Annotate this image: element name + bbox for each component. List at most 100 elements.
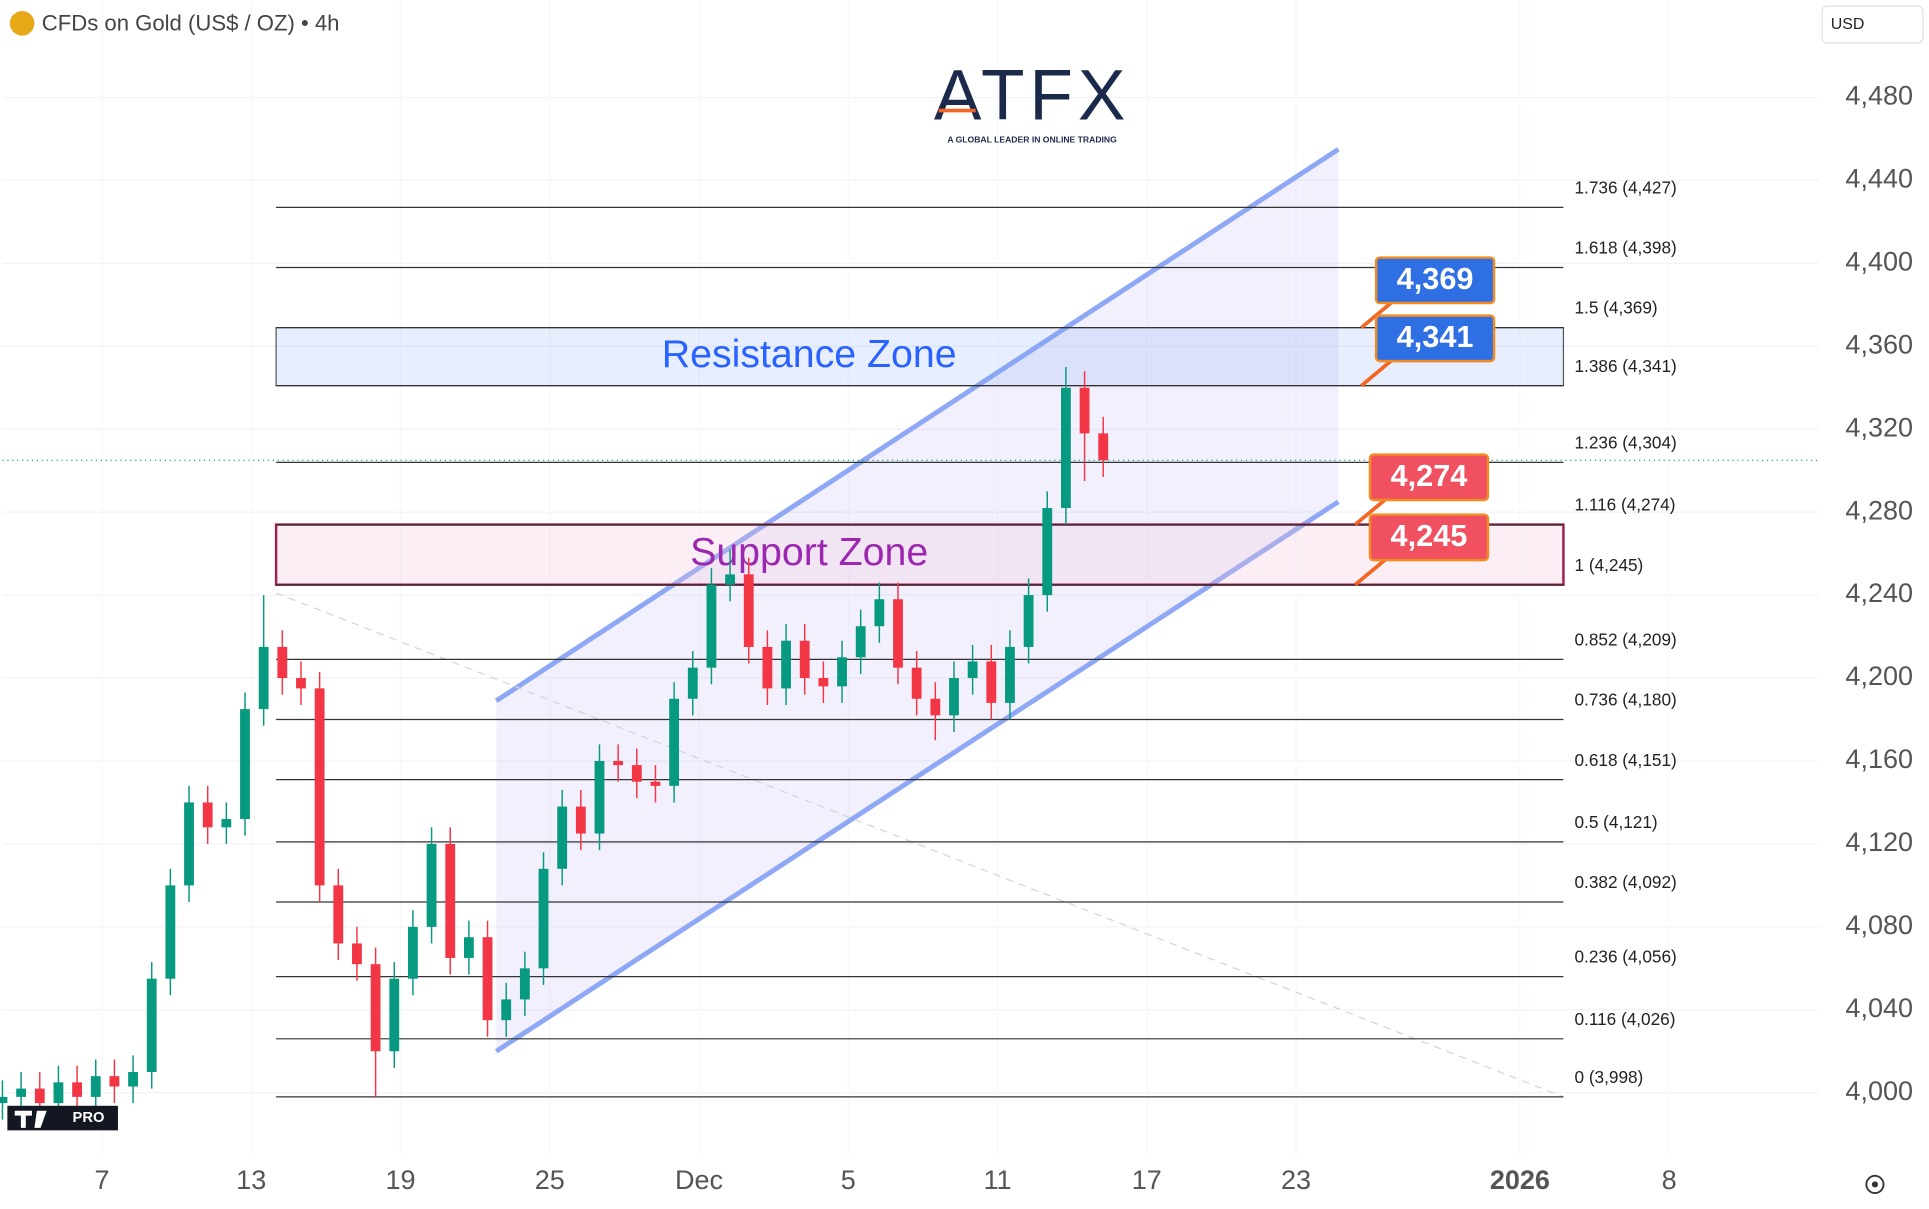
fib-label: 0.236 (4,056) <box>1574 947 1676 967</box>
fib-label: 1.618 (4,398) <box>1574 238 1676 258</box>
price-tag-label: 4,369 <box>1397 261 1474 296</box>
candle-body <box>352 943 362 965</box>
price-tag-label: 4,274 <box>1391 458 1468 493</box>
candle-body <box>370 964 381 1052</box>
candle-body <box>613 760 624 766</box>
candle-body <box>1005 646 1015 703</box>
y-tick-label: 4,280 <box>1845 495 1913 525</box>
candle-body <box>949 678 959 716</box>
candle-body <box>594 760 605 834</box>
candle-body <box>408 926 418 979</box>
fib-label: 1.236 (4,304) <box>1574 433 1676 453</box>
zone <box>274 523 1565 586</box>
price-tag <box>1374 256 1496 305</box>
y-tick-label: 4,480 <box>1845 81 1913 111</box>
settings-icon-center <box>1871 1181 1879 1188</box>
candle-body <box>445 843 456 958</box>
plot: Resistance Zone Support Zone 1.736 (4,427)… <box>0 147 1819 1120</box>
price-tag <box>1368 513 1490 562</box>
logo: ATFX <box>934 56 1130 136</box>
x-tick-label: 25 <box>535 1165 565 1195</box>
candle-body <box>575 806 586 834</box>
symbol-title: CFDs on Gold (US$ / OZ) • 4h <box>42 10 340 35</box>
channel-fill <box>496 149 1339 1052</box>
price-tag <box>1374 314 1496 363</box>
x-tick-label: 11 <box>983 1165 1011 1195</box>
candle-body <box>426 843 437 927</box>
candle-body <box>519 968 530 1000</box>
y-tick-label: 4,240 <box>1845 578 1913 608</box>
fib-label: 1.116 (4,274) <box>1574 495 1675 515</box>
candle-body <box>725 574 736 585</box>
candle-body <box>333 885 344 944</box>
candle-body <box>184 802 194 886</box>
x-tick-label: 7 <box>94 1165 109 1195</box>
fib-label: 1.5 (4,369) <box>1574 298 1657 318</box>
candle-body <box>128 1071 138 1087</box>
x-tick-label: Dec <box>675 1165 723 1195</box>
candle-body <box>1061 387 1071 509</box>
candle-body <box>893 599 903 668</box>
symbol-icon <box>9 11 35 36</box>
fib-label: 1.386 (4,341) <box>1574 356 1676 376</box>
y-tick-label: 4,080 <box>1845 910 1913 940</box>
channel-upper <box>494 147 1340 703</box>
x-tick-label: 2026 <box>1490 1165 1550 1195</box>
fib-label: 1 (4,245) <box>1574 555 1643 575</box>
y-tick-label: 4,440 <box>1845 164 1913 194</box>
candle-body <box>986 661 997 703</box>
candle-body <box>781 640 791 689</box>
x-tick-label: 19 <box>385 1165 415 1195</box>
candle-body <box>16 1088 27 1097</box>
tag-pointer <box>1360 359 1393 388</box>
candle-body <box>240 709 250 820</box>
x-tick-label: 17 <box>1132 1165 1162 1195</box>
fib-label: 0.852 (4,209) <box>1574 629 1676 649</box>
settings-icon[interactable] <box>1865 1174 1885 1194</box>
zone-label: Resistance Zone <box>662 332 957 376</box>
fib-label: 0.382 (4,092) <box>1574 872 1676 892</box>
candle-body <box>482 937 493 1021</box>
candle-body <box>967 661 978 679</box>
candle-body <box>501 999 512 1021</box>
candle-body <box>258 646 269 710</box>
price-tag-label: 4,245 <box>1391 518 1468 553</box>
fib-label: 0.736 (4,180) <box>1574 690 1676 710</box>
candle-body <box>706 584 717 668</box>
candle-body <box>1042 508 1053 596</box>
x-tick-label: 13 <box>236 1165 266 1195</box>
currency-button[interactable] <box>1821 5 1924 44</box>
y-tick-label: 4,360 <box>1845 329 1913 359</box>
candle-body <box>650 781 661 786</box>
y-tick-label: 4,160 <box>1845 744 1913 774</box>
y-tick-label: 4,320 <box>1845 412 1913 442</box>
y-tick-label: 4,120 <box>1845 827 1913 857</box>
candle-body <box>109 1076 120 1087</box>
fib-label: 0.618 (4,151) <box>1574 750 1676 770</box>
candle-body <box>930 698 941 716</box>
candle-body <box>202 802 213 828</box>
candle-body <box>314 688 325 886</box>
candle-body <box>911 667 922 699</box>
candle-body <box>389 978 400 1052</box>
candle-body <box>463 937 474 958</box>
candle-body <box>687 667 698 699</box>
trendline <box>275 592 1564 1098</box>
candle-body <box>221 819 232 828</box>
fib-label: 0.5 (4,121) <box>1574 812 1657 832</box>
candle-body <box>818 678 829 687</box>
y-tick-label: 4,200 <box>1845 661 1913 691</box>
x-tick-label: 23 <box>1281 1165 1311 1195</box>
candle-body <box>1098 433 1109 461</box>
candle-body <box>669 698 680 786</box>
candle-body <box>72 1082 83 1097</box>
candle-body <box>277 646 288 679</box>
candle-body <box>855 626 866 658</box>
tag-pointer <box>1354 498 1386 527</box>
y-tick-label: 4,040 <box>1845 993 1913 1023</box>
y-tick-label: 4,000 <box>1845 1076 1913 1106</box>
candle-body <box>743 574 754 647</box>
